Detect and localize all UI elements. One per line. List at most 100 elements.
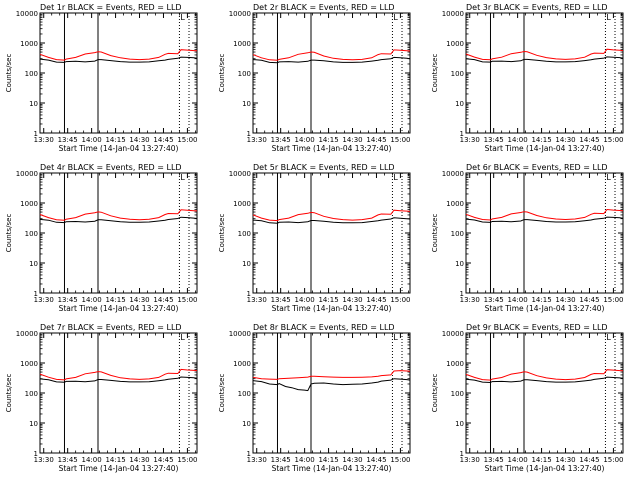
y-axis-label: Counts/sec	[5, 214, 13, 253]
series-lld-line	[252, 209, 411, 222]
x-tick-label: 14:00	[82, 296, 102, 304]
x-tick-label: 13:30	[460, 136, 480, 144]
x-tick-label: 14:45	[153, 296, 173, 304]
x-tick-label: 13:30	[247, 136, 267, 144]
y-tick-label: 1000	[20, 200, 38, 208]
series-lld-line	[465, 208, 624, 221]
x-tick-label: 13:45	[58, 456, 78, 464]
x-tick-label: 14:45	[579, 456, 599, 464]
x-axis-label: Start Time (14-Jan-04 13:27:40)	[272, 144, 392, 153]
x-tick-label: 14:45	[366, 456, 386, 464]
x-tick-label: 14:00	[508, 456, 528, 464]
series-lld-line	[39, 368, 198, 381]
chart-title: Det 3r BLACK = Events, RED = LLD	[466, 3, 608, 12]
y-tick-label: 1000	[233, 360, 251, 368]
x-tick-label: 13:45	[58, 296, 78, 304]
y-tick-label: 10000	[16, 330, 38, 338]
y-tick-label: 10	[242, 100, 251, 108]
y-tick-label: 1000	[233, 200, 251, 208]
chart-panel: Det 6r BLACK = Events, RED = LLD 1 10 100 10…	[431, 163, 624, 313]
x-tick-label: 14:00	[82, 136, 102, 144]
y-tick-label: 1000	[446, 40, 464, 48]
chart-title: Det 6r BLACK = Events, RED = LLD	[466, 163, 608, 172]
y-tick-label: 100	[25, 230, 38, 238]
x-tick-label: 15:00	[177, 136, 197, 144]
x-axis-label: Start Time (14-Jan-04 13:27:40)	[485, 304, 605, 313]
series-events-line	[39, 376, 198, 383]
x-tick-label: 14:30	[555, 296, 575, 304]
x-tick-label: 14:15	[105, 136, 125, 144]
series-events-line	[252, 378, 411, 392]
x-tick-label: 14:45	[153, 136, 173, 144]
y-tick-label: 1000	[446, 360, 464, 368]
y-axis-label: Counts/sec	[5, 374, 13, 413]
plot-frame	[39, 172, 198, 294]
x-tick-label: 15:00	[390, 296, 410, 304]
series-lld-line	[39, 209, 198, 221]
x-tick-label: 14:30	[342, 296, 362, 304]
x-tick-label: 14:45	[579, 136, 599, 144]
x-tick-label: 13:30	[247, 296, 267, 304]
x-tick-label: 14:00	[82, 456, 102, 464]
x-tick-label: 14:45	[579, 296, 599, 304]
y-tick-label: 10000	[442, 330, 464, 338]
x-tick-label: 13:45	[484, 456, 504, 464]
y-tick-label: 100	[25, 390, 38, 398]
x-tick-label: 14:15	[531, 456, 551, 464]
x-tick-label: 13:30	[34, 456, 54, 464]
x-tick-label: 15:00	[177, 456, 197, 464]
chart-title: Det 8r BLACK = Events, RED = LLD	[253, 323, 395, 332]
plot-frame	[465, 332, 624, 454]
y-tick-label: 10000	[229, 170, 251, 178]
y-tick-label: 10000	[16, 10, 38, 18]
x-tick-label: 13:30	[34, 136, 54, 144]
chart-panel: Det 7r BLACK = Events, RED = LLD 1 10 100 10…	[5, 323, 198, 473]
x-tick-label: 14:45	[153, 456, 173, 464]
x-axis-label: Start Time (14-Jan-04 13:27:40)	[485, 144, 605, 153]
y-tick-label: 1	[34, 130, 38, 138]
x-tick-label: 13:30	[460, 456, 480, 464]
corner-marker: L	[393, 333, 398, 342]
y-tick-label: 10000	[229, 10, 251, 18]
y-axis-label: Counts/sec	[431, 214, 439, 253]
x-tick-label: 14:30	[555, 456, 575, 464]
x-tick-label: 15:00	[390, 136, 410, 144]
x-axis-label: Start Time (14-Jan-04 13:27:40)	[59, 304, 179, 313]
x-tick-label: 15:00	[603, 136, 623, 144]
y-tick-label: 1000	[446, 200, 464, 208]
corner-marker: L	[393, 173, 398, 182]
x-tick-label: 13:45	[271, 296, 291, 304]
corner-marker: L	[393, 13, 398, 22]
x-tick-label: 15:00	[603, 456, 623, 464]
corner-marker: L	[180, 173, 185, 182]
chart-title: Det 9r BLACK = Events, RED = LLD	[466, 323, 608, 332]
x-tick-label: 14:00	[508, 296, 528, 304]
y-axis-label: Counts/sec	[218, 214, 226, 253]
x-tick-label: 14:45	[366, 136, 386, 144]
x-tick-label: 13:45	[484, 136, 504, 144]
x-axis-label: Start Time (14-Jan-04 13:27:40)	[59, 464, 179, 473]
y-tick-label: 10000	[442, 170, 464, 178]
y-axis-label: Counts/sec	[218, 374, 226, 413]
plot-frame	[252, 12, 411, 134]
series-events-line	[465, 376, 624, 384]
y-tick-label: 100	[451, 390, 464, 398]
x-axis-label: Start Time (14-Jan-04 13:27:40)	[485, 464, 605, 473]
y-tick-label: 100	[238, 230, 251, 238]
y-tick-label: 1	[247, 130, 251, 138]
x-tick-label: 13:45	[484, 296, 504, 304]
y-axis-label: Counts/sec	[218, 54, 226, 93]
x-tick-label: 14:30	[129, 136, 149, 144]
plot-frame	[252, 172, 411, 294]
y-tick-label: 1000	[20, 360, 38, 368]
chart-panel: Det 1r BLACK = Events, RED = LLD 1 10 100 10…	[5, 3, 198, 153]
x-tick-label: 14:15	[318, 136, 338, 144]
plot-frame	[252, 332, 411, 454]
x-tick-label: 14:00	[295, 136, 315, 144]
y-tick-label: 1000	[233, 40, 251, 48]
x-tick-label: 14:30	[342, 456, 362, 464]
corner-marker: L	[180, 13, 185, 22]
x-tick-label: 14:15	[318, 456, 338, 464]
corner-marker: L	[180, 333, 185, 342]
